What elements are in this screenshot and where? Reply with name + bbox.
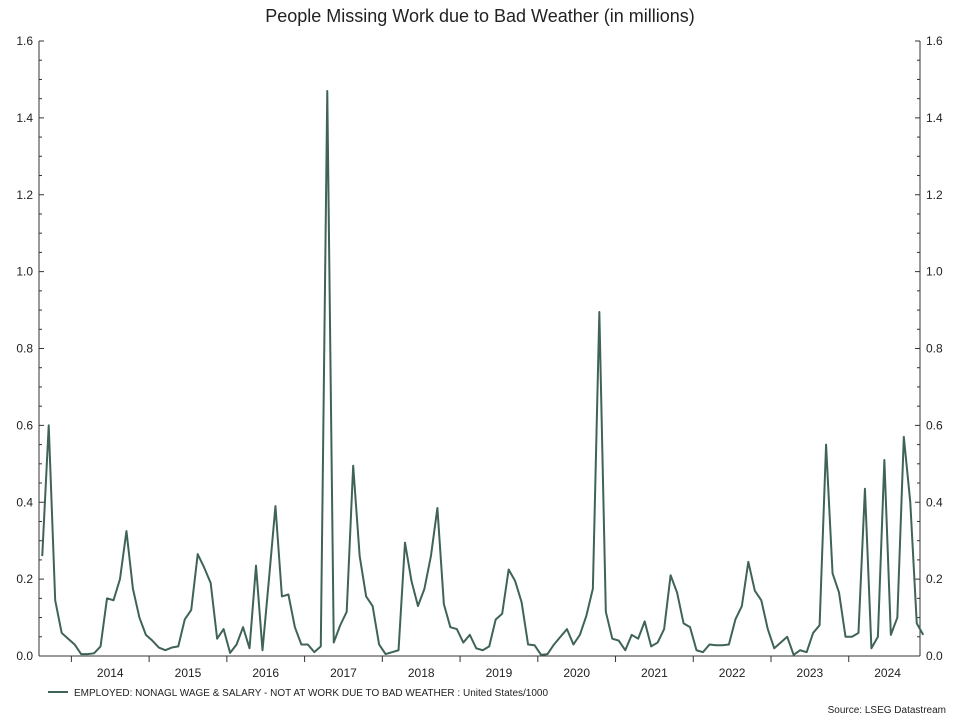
y-tick-label-left: 0.6 xyxy=(16,418,33,432)
y-tick-label-right: 0.6 xyxy=(926,418,943,432)
y-tick-label-right: 0.0 xyxy=(926,649,943,663)
x-tick-label: 2016 xyxy=(252,666,279,680)
y-tick-label-right: 0.8 xyxy=(926,342,943,356)
y-tick-label-left: 1.6 xyxy=(16,34,33,48)
y-tick-label-right: 1.0 xyxy=(926,265,943,279)
y-tick-label-left: 0.0 xyxy=(16,649,33,663)
source-note: Source: LSEG Datastream xyxy=(828,705,946,716)
x-tick-label: 2015 xyxy=(175,666,202,680)
y-tick-label-right: 0.4 xyxy=(926,495,943,509)
legend-label: EMPLOYED: NONAGL WAGE & SALARY - NOT AT … xyxy=(74,688,548,699)
x-tick-label: 2020 xyxy=(563,666,590,680)
axes: 0.0 0.0 0.2 0.2 0.4 0.4 0.6 0.6 0.8 0.8 1.0 1.0 1.2 1… xyxy=(16,34,943,680)
series-group xyxy=(41,89,925,656)
x-tick-label: 2023 xyxy=(797,666,824,680)
y-tick-label-right: 0.2 xyxy=(926,572,943,586)
y-tick-label-right: 1.4 xyxy=(926,111,943,125)
y-tick-label-right: 1.6 xyxy=(926,34,943,48)
y-tick-label-left: 1.4 xyxy=(16,111,33,125)
x-tick-label: 2024 xyxy=(874,666,901,680)
y-tick-label-right: 1.2 xyxy=(926,188,943,202)
x-tick-label: 2019 xyxy=(486,666,513,680)
y-tick-label-left: 1.0 xyxy=(16,265,33,279)
series-line xyxy=(41,89,925,656)
x-tick-label: 2022 xyxy=(719,666,746,680)
x-tick-label: 2014 xyxy=(97,666,124,680)
y-tick-label-left: 0.2 xyxy=(16,572,33,586)
x-tick-label: 2021 xyxy=(641,666,668,680)
x-tick-label: 2018 xyxy=(408,666,435,680)
chart-title: People Missing Work due to Bad Weather (… xyxy=(265,6,695,26)
y-tick-label-left: 0.8 xyxy=(16,342,33,356)
y-tick-label-left: 0.4 xyxy=(16,495,33,509)
x-tick-label: 2017 xyxy=(330,666,357,680)
legend: EMPLOYED: NONAGL WAGE & SALARY - NOT AT … xyxy=(48,688,548,699)
y-tick-label-left: 1.2 xyxy=(16,188,33,202)
